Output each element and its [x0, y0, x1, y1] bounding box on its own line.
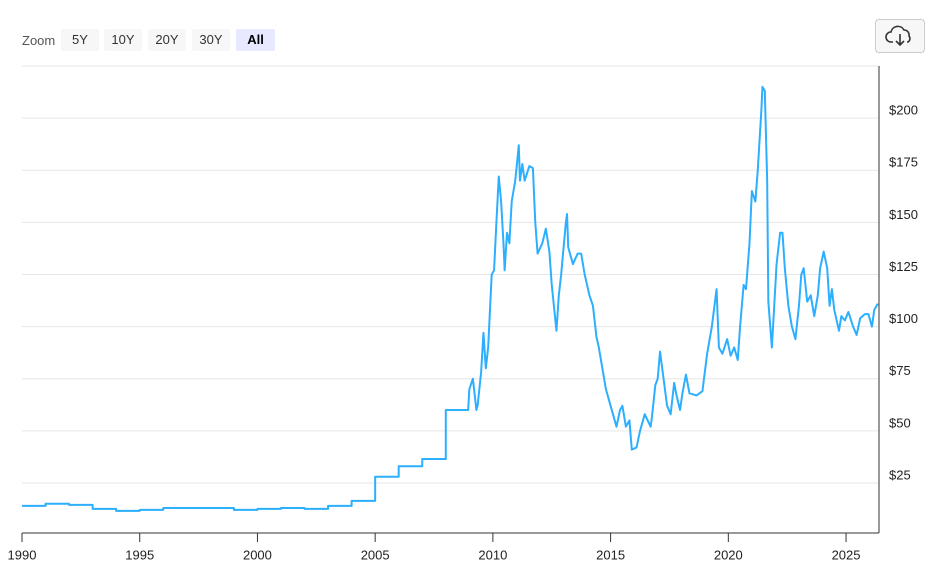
- x-tick-label: 2000: [243, 547, 272, 562]
- y-tick-label: $175: [889, 155, 918, 170]
- download-icon: [885, 25, 911, 47]
- zoom-button[interactable]: All: [236, 29, 275, 51]
- y-tick-label: $150: [889, 207, 918, 222]
- y-tick-label: $25: [889, 467, 911, 482]
- y-tick-label: $200: [889, 103, 918, 118]
- x-tick-label: 1990: [8, 547, 37, 562]
- x-tick-label: 2020: [714, 547, 743, 562]
- y-tick-label: $75: [889, 363, 911, 378]
- zoom-button[interactable]: 20Y: [148, 29, 186, 51]
- y-tick-label: $50: [889, 415, 911, 430]
- zoom-label: Zoom: [22, 33, 56, 48]
- zoom-button[interactable]: 10Y: [104, 29, 142, 51]
- zoom-button[interactable]: 5Y: [61, 29, 99, 51]
- price-line: [22, 85, 879, 512]
- x-tick-label: 2005: [361, 547, 390, 562]
- x-tick-label: 2010: [478, 547, 507, 562]
- x-tick-label: 1995: [125, 547, 154, 562]
- x-tick-label: 2025: [832, 547, 861, 562]
- y-tick-label: $100: [889, 311, 918, 326]
- x-tick-label: 2015: [596, 547, 625, 562]
- y-tick-label: $125: [889, 259, 918, 274]
- zoom-button[interactable]: 30Y: [192, 29, 230, 51]
- download-button[interactable]: [875, 19, 925, 53]
